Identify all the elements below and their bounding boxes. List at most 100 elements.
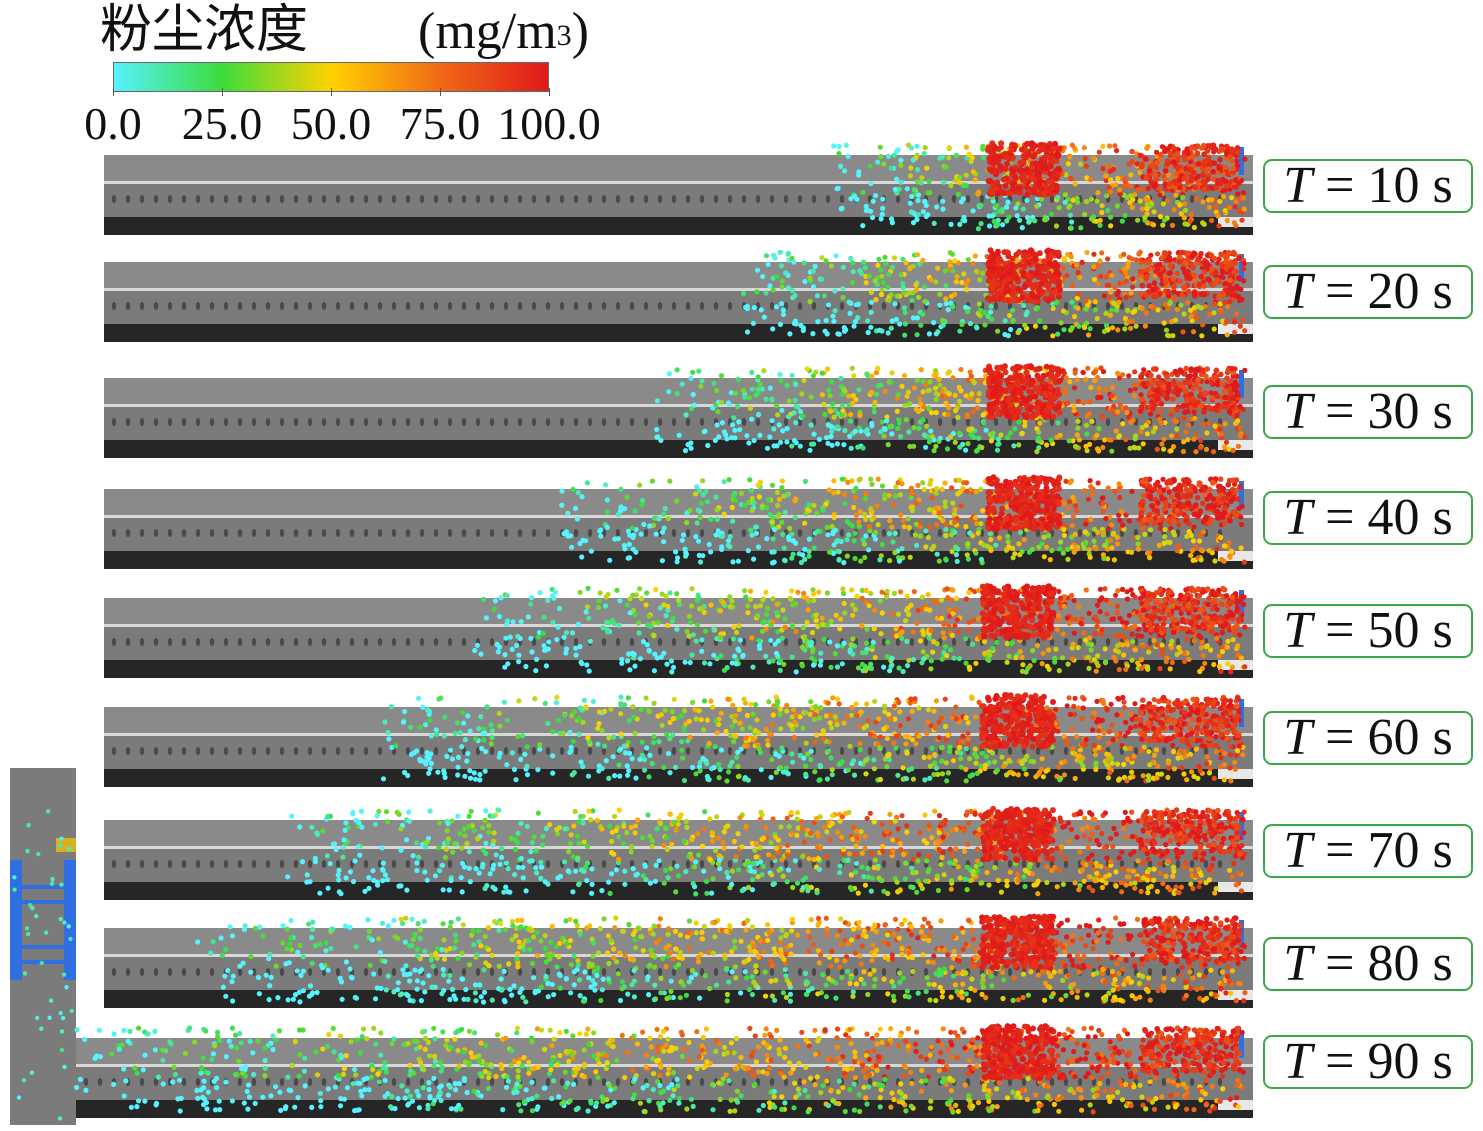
dust-particle-high — [1185, 288, 1192, 295]
dust-particle — [966, 151, 972, 157]
dust-particle-high — [1201, 409, 1207, 415]
roof-bolt — [433, 195, 439, 203]
roof-bolt — [965, 418, 971, 426]
dust-particle — [36, 851, 41, 857]
dust-particle — [903, 417, 909, 423]
dust-particle — [1122, 212, 1128, 219]
dust-particle — [976, 435, 982, 441]
support-right — [64, 860, 76, 980]
dust-particle — [1038, 196, 1045, 202]
dust-particle-high — [1158, 401, 1165, 407]
dust-particle-high — [1142, 476, 1149, 483]
dust-particle-high — [1152, 182, 1159, 188]
dust-particle — [660, 511, 667, 517]
dust-particle — [1094, 315, 1100, 322]
dust-particle — [880, 205, 886, 211]
dust-particle — [875, 365, 881, 371]
dust-particle — [1206, 204, 1212, 210]
dust-particle — [1067, 499, 1073, 505]
dust-particle — [741, 502, 748, 508]
dust-particle — [869, 214, 876, 221]
dust-particle — [956, 477, 963, 483]
dust-particle-high — [1177, 367, 1184, 373]
roof-bolt — [755, 418, 761, 426]
dust-particle — [1088, 516, 1094, 523]
dust-particle-high — [1205, 503, 1212, 509]
dust-particle-high — [1226, 249, 1232, 256]
dust-particle — [1073, 444, 1079, 450]
dust-particle — [819, 276, 825, 282]
dust-particle — [1117, 517, 1123, 524]
dust-particle — [879, 328, 885, 334]
dust-particle — [1074, 295, 1080, 301]
dust-particle — [1140, 186, 1146, 192]
dust-particle — [791, 259, 797, 265]
dust-particle — [748, 527, 754, 533]
dust-particle — [1193, 449, 1199, 455]
colorbar-tick-mark — [331, 88, 332, 96]
dust-particle — [731, 492, 737, 498]
dust-particle — [1169, 222, 1176, 228]
dust-particle — [1172, 532, 1178, 538]
dust-particle — [572, 505, 579, 511]
dust-particle-high — [1055, 249, 1062, 256]
roof-bolt — [741, 195, 747, 203]
dust-particle — [923, 544, 929, 550]
dust-particle — [860, 223, 866, 229]
dust-particle — [811, 441, 817, 447]
dust-particle — [882, 492, 888, 498]
dust-particle — [702, 428, 708, 434]
dust-particle — [831, 414, 837, 420]
dust-particle — [66, 924, 71, 929]
roof-bolt — [797, 302, 803, 310]
roof-bolt — [685, 418, 691, 426]
dust-particle — [920, 311, 926, 317]
dust-particle — [656, 516, 662, 522]
dust-particle — [928, 428, 934, 434]
dust-particle-high — [990, 160, 997, 167]
roof-bolt — [713, 302, 719, 310]
dust-particle — [936, 505, 942, 511]
dust-particle-high — [1183, 397, 1190, 403]
dust-particle-high — [987, 476, 993, 483]
dust-particle — [950, 251, 956, 257]
roof-bolt — [489, 418, 495, 426]
dust-particle — [1160, 201, 1167, 207]
dust-particle — [1126, 414, 1132, 420]
dust-particle-high — [1171, 289, 1177, 295]
dust-particle — [777, 321, 784, 327]
colorbar-tick-mark — [113, 88, 114, 96]
dust-particle — [778, 439, 784, 445]
dust-particle-high — [997, 390, 1004, 397]
dust-particle — [889, 610, 896, 617]
dust-particle — [1192, 310, 1198, 316]
roof-bolt — [223, 529, 229, 537]
roof-bolt — [111, 529, 117, 537]
dust-particle — [897, 492, 904, 498]
dust-particle-high — [1137, 152, 1144, 159]
dust-particle — [988, 438, 995, 444]
dust-particle — [1105, 256, 1111, 262]
dust-particle — [888, 165, 894, 171]
dust-particle — [596, 598, 602, 604]
dust-particle — [744, 329, 751, 335]
dust-particle — [1172, 317, 1179, 323]
dust-particle-high — [1046, 260, 1053, 267]
dust-particle — [579, 554, 585, 560]
dust-particle — [903, 260, 909, 266]
dust-particle — [721, 511, 727, 517]
dust-particle-high — [1201, 269, 1208, 275]
roof-bolt — [335, 302, 341, 310]
dust-particle — [665, 516, 672, 522]
dust-particle-high — [986, 366, 993, 373]
dust-particle — [1170, 333, 1176, 339]
dust-particle — [1114, 541, 1121, 547]
dust-particle-high — [1217, 476, 1224, 483]
roof-bolt — [1077, 529, 1083, 537]
roof-bolt — [111, 638, 117, 646]
dust-particle — [755, 386, 761, 392]
dust-particle — [1009, 307, 1016, 313]
dust-particle — [1069, 325, 1075, 331]
dust-particle — [1057, 432, 1063, 438]
dust-particle — [933, 331, 939, 337]
